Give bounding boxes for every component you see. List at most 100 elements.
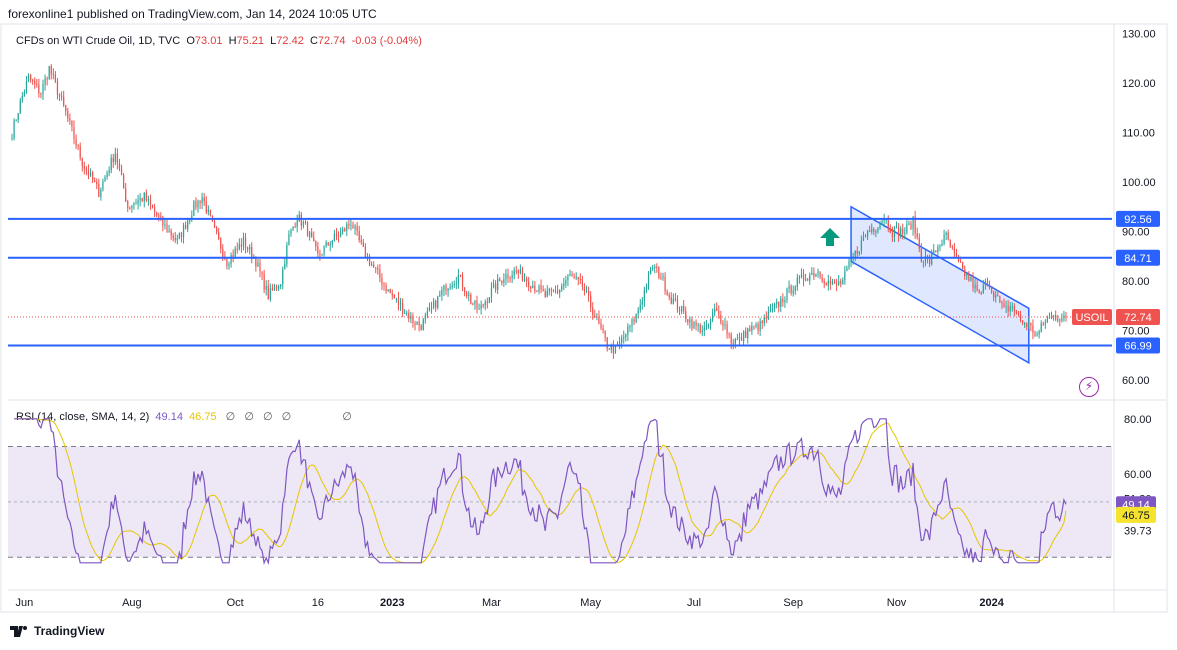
candle-body (164, 224, 166, 226)
candle-body (182, 224, 185, 238)
candle-body (490, 287, 493, 298)
candle-body (554, 290, 557, 292)
candle-body (333, 233, 336, 241)
candle-body (906, 224, 908, 233)
candle-body (58, 94, 61, 96)
candle-body (385, 284, 387, 292)
candle-body (11, 137, 13, 139)
candle-body (156, 212, 158, 216)
candle-body (65, 105, 67, 112)
null-symbol: ∅ (342, 411, 352, 423)
candle-body (786, 288, 788, 301)
candle-body (600, 323, 602, 329)
candle-body (976, 284, 978, 291)
candle-body (383, 284, 385, 286)
null-symbol: ∅ (225, 411, 236, 423)
candle-body (158, 215, 160, 217)
candle-body (926, 256, 929, 258)
candle-body (542, 289, 544, 292)
rsi-sma-value: 46.75 (189, 411, 217, 423)
candle-body (745, 331, 747, 338)
candle-body (804, 279, 807, 281)
open-label: O (186, 35, 195, 47)
candle-body (428, 307, 431, 312)
candle-body (1042, 323, 1044, 325)
candle-body (995, 295, 997, 298)
candle-body (598, 316, 600, 324)
candle-body (879, 223, 881, 229)
candle-body (1021, 320, 1024, 324)
candle-body (288, 234, 290, 245)
candle-body (1009, 306, 1011, 312)
candle-body (538, 285, 540, 292)
level-tag-label: 66.99 (1124, 341, 1152, 353)
candle-body (835, 283, 838, 285)
candle-body (730, 334, 732, 344)
candle-body (209, 209, 212, 216)
candle-body (827, 280, 829, 286)
candle-body (106, 172, 108, 177)
candle-body (714, 308, 716, 313)
last-price-tag (1116, 309, 1160, 326)
candle-body (664, 276, 666, 292)
candle-body (362, 242, 364, 247)
candle-body (738, 337, 741, 340)
candle-body (550, 289, 553, 291)
candle-body (1061, 318, 1063, 321)
candle-body (844, 271, 846, 280)
x-tick-label: Sep (783, 597, 803, 609)
candle-body (36, 83, 38, 85)
candle-body (629, 326, 631, 328)
candle-body (999, 296, 1001, 302)
candle-body (273, 286, 276, 291)
candle-body (172, 235, 174, 239)
candle-body (819, 271, 821, 277)
candle-body (618, 342, 621, 344)
candle-body (840, 281, 842, 284)
candle-body (935, 250, 937, 253)
x-tick-label: Mar (482, 597, 501, 609)
candle-body (856, 250, 858, 254)
candle-body (705, 325, 708, 328)
candle-body (104, 176, 106, 182)
candle-body (87, 170, 90, 176)
null-symbol: ∅ (262, 411, 273, 423)
candle-body (577, 276, 579, 279)
candle-body (408, 312, 410, 319)
candle-body (606, 337, 608, 349)
candle-body (488, 297, 491, 303)
null-symbol: ∅ (281, 411, 292, 423)
symbol-legend[interactable]: CFDs on WTI Crude Oil, 1D, TVC O73.01 H7… (16, 35, 422, 47)
candle-body (73, 126, 75, 139)
candle-body (1005, 306, 1007, 308)
candle-body (461, 275, 464, 288)
candle-body (346, 224, 348, 231)
candle-body (125, 188, 127, 202)
candle-body (955, 252, 958, 257)
candle-body (133, 203, 135, 206)
candle-body (1030, 323, 1032, 326)
candle-body (317, 246, 319, 254)
candle-body (75, 138, 77, 146)
candle-body (641, 300, 643, 305)
candle-body (747, 328, 749, 338)
candle-body (931, 253, 933, 265)
candle-body (871, 229, 873, 232)
chart-frame (0, 23, 1168, 613)
candle-body (693, 322, 695, 329)
candle-body (590, 295, 592, 308)
y-tick-label: 120.00 (1122, 78, 1156, 90)
candle-body (23, 92, 26, 97)
candle-body (445, 284, 447, 292)
candle-body (151, 204, 154, 208)
candle-body (178, 233, 181, 239)
candle-body (236, 248, 238, 250)
candle-body (13, 120, 15, 138)
candle-body (435, 300, 437, 308)
lightning-icon[interactable]: ⚡ (1079, 377, 1099, 397)
candle-body (480, 304, 482, 309)
candle-body (722, 322, 724, 326)
candle-body (455, 283, 457, 285)
candle-body (883, 219, 885, 221)
